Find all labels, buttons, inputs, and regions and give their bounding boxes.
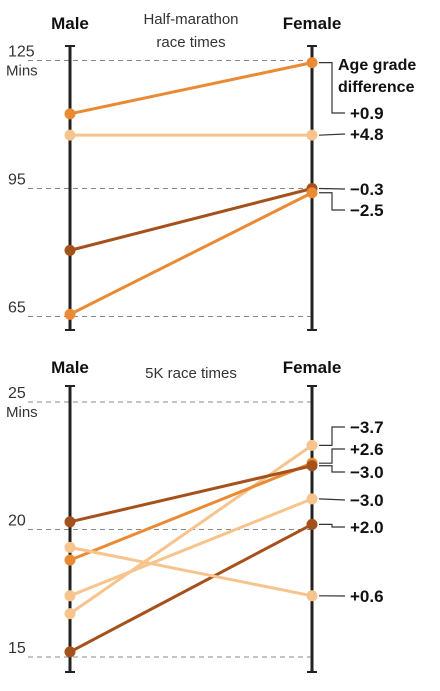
leader-line: [319, 62, 345, 114]
series-line: [69, 545, 313, 598]
series-line: [69, 523, 313, 654]
female-point: [306, 57, 318, 69]
male-point: [64, 590, 76, 602]
5k-panel: 25 Mins 20 15 Male Female 5K race times −3.7 +2.…: [6, 358, 384, 673]
male-point: [64, 608, 76, 620]
difference-label: +0.9: [350, 104, 384, 123]
y-tick-label: 65: [8, 300, 26, 317]
difference-label: −3.0: [350, 463, 384, 482]
difference-label: −3.0: [350, 491, 384, 510]
difference-label: −3.7: [350, 418, 384, 437]
series-line: [69, 444, 313, 615]
difference-label: +0.6: [350, 587, 384, 606]
y-tick-label: 125: [8, 44, 35, 61]
y-tick-label: 25: [8, 385, 26, 402]
difference-label: −2.5: [350, 201, 384, 220]
difference-label: +2.0: [350, 518, 384, 537]
leader-line: [319, 448, 345, 464]
leader-line: [319, 523, 345, 528]
female-axis-label: Female: [283, 14, 342, 33]
male-point: [64, 541, 76, 553]
leader-line: [318, 187, 346, 190]
y-axis-unit-label: Mins: [6, 404, 38, 421]
series-line: [69, 464, 313, 524]
chart-title: 5K race times: [145, 365, 237, 382]
male-point: [64, 244, 76, 256]
male-axis-label: Male: [51, 358, 89, 377]
male-point: [64, 646, 76, 658]
annotation-title: Age grade: [338, 57, 416, 74]
chart-title: Half-marathon: [143, 11, 238, 28]
female-point: [306, 129, 318, 141]
series-line: [69, 497, 313, 598]
leader-line: [318, 498, 346, 501]
male-point: [64, 308, 76, 320]
male-point: [64, 108, 76, 120]
y-tick-label: 20: [8, 513, 26, 530]
series-line: [69, 61, 313, 116]
y-tick-label: 95: [8, 172, 26, 189]
female-point: [306, 460, 318, 472]
series-line: [69, 191, 313, 316]
female-point: [306, 590, 318, 602]
male-point: [64, 516, 76, 528]
female-axis-label: Female: [283, 358, 342, 377]
female-point: [306, 439, 318, 451]
difference-label: +2.6: [350, 440, 384, 459]
male-axis-label: Male: [51, 14, 89, 33]
chart-title-line2: race times: [156, 34, 225, 51]
difference-label: −0.3: [350, 180, 384, 199]
female-point: [306, 187, 318, 199]
leader-line: [319, 465, 345, 473]
half-marathon-panel: 125 Mins 95 65 Male Female Half-marathon race t…: [6, 11, 416, 331]
series-line: [69, 187, 313, 252]
difference-label: +4.8: [350, 125, 384, 144]
female-point: [306, 518, 318, 530]
leader-line: [319, 192, 345, 211]
y-tick-label: 15: [8, 640, 26, 657]
leader-line: [318, 133, 346, 136]
female-point: [306, 493, 318, 505]
y-axis-unit-label: Mins: [6, 63, 38, 80]
leader-line: [319, 426, 345, 446]
series-line: [69, 461, 313, 562]
male-point: [64, 554, 76, 566]
annotation-title: difference: [338, 79, 415, 96]
male-point: [64, 129, 76, 141]
